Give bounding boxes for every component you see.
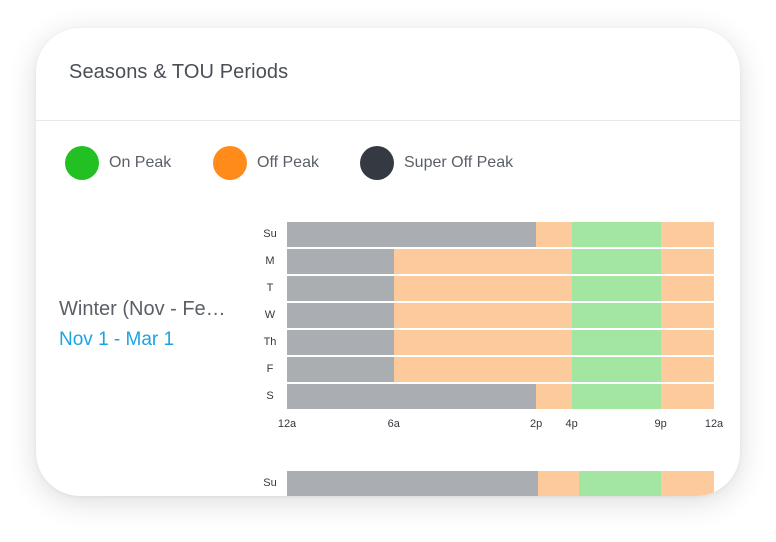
- period-super-off-peak[interactable]: [287, 471, 538, 496]
- period-off-peak[interactable]: [537, 471, 579, 496]
- period-on-peak[interactable]: [571, 303, 661, 328]
- day-label-w: W: [264, 309, 276, 321]
- super-off-peak-swatch: [360, 146, 394, 180]
- period-off-peak[interactable]: [536, 384, 572, 409]
- period-super-off-peak[interactable]: [287, 384, 537, 409]
- period-on-peak[interactable]: [578, 471, 661, 496]
- period-on-peak[interactable]: [571, 384, 661, 409]
- schedule-row-su: [287, 222, 714, 247]
- period-off-peak[interactable]: [393, 303, 572, 328]
- time-tick-label: 2p: [529, 418, 543, 430]
- day-label-t: T: [266, 282, 274, 294]
- period-super-off-peak[interactable]: [287, 249, 394, 274]
- period-off-peak[interactable]: [393, 330, 572, 355]
- day-label-th: Th: [263, 336, 277, 348]
- seasons-card: Seasons & TOU Periods On Peak Off Peak S…: [36, 28, 740, 496]
- legend-label: Off Peak: [257, 154, 319, 171]
- period-off-peak[interactable]: [660, 222, 714, 247]
- schedule-row-th: [287, 330, 714, 355]
- period-on-peak[interactable]: [571, 249, 661, 274]
- period-off-peak[interactable]: [660, 357, 714, 382]
- period-on-peak[interactable]: [571, 357, 661, 382]
- period-off-peak[interactable]: [660, 276, 714, 301]
- period-off-peak[interactable]: [393, 357, 572, 382]
- time-tick-label: 6a: [387, 418, 400, 430]
- time-tick-label: 12a: [277, 418, 297, 430]
- period-off-peak[interactable]: [660, 330, 714, 355]
- period-off-peak[interactable]: [393, 276, 572, 301]
- time-tick-label: 4p: [565, 418, 578, 430]
- period-off-peak[interactable]: [660, 303, 714, 328]
- season-date-range[interactable]: Nov 1 - Mar 1: [59, 329, 175, 350]
- period-super-off-peak[interactable]: [287, 222, 537, 247]
- period-on-peak[interactable]: [571, 222, 661, 247]
- schedule-row-t: [287, 276, 714, 301]
- schedule-row-s: [287, 384, 714, 409]
- legend-label: Super Off Peak: [404, 154, 514, 171]
- schedule-row-w: [287, 303, 714, 328]
- card-header: Seasons & TOU Periods: [36, 28, 740, 121]
- card-title: Seasons & TOU Periods: [69, 61, 289, 83]
- legend-label: On Peak: [109, 154, 172, 171]
- period-super-off-peak[interactable]: [287, 330, 394, 355]
- day-label-s: S: [266, 390, 274, 402]
- period-super-off-peak[interactable]: [287, 357, 394, 382]
- day-label-f: F: [266, 363, 274, 375]
- period-super-off-peak[interactable]: [287, 303, 394, 328]
- period-off-peak[interactable]: [536, 222, 572, 247]
- period-super-off-peak[interactable]: [287, 276, 394, 301]
- period-off-peak[interactable]: [660, 249, 714, 274]
- period-off-peak[interactable]: [660, 384, 714, 409]
- time-tick-label: 12a: [704, 418, 724, 430]
- schedule-row-m: [287, 249, 714, 274]
- off-peak-swatch: [213, 146, 247, 180]
- schedule-row-f: [287, 357, 714, 382]
- on-peak-swatch: [65, 146, 99, 180]
- day-label-su: Su: [263, 477, 277, 489]
- period-off-peak[interactable]: [660, 471, 714, 496]
- period-on-peak[interactable]: [571, 330, 661, 355]
- day-label-su: Su: [263, 228, 277, 240]
- season-name: Winter (Nov - Fe…: [59, 298, 226, 320]
- period-off-peak[interactable]: [393, 249, 572, 274]
- period-on-peak[interactable]: [571, 276, 661, 301]
- schedule-row-su: [287, 471, 714, 496]
- time-tick-label: 9p: [654, 418, 667, 430]
- day-label-m: M: [265, 255, 275, 267]
